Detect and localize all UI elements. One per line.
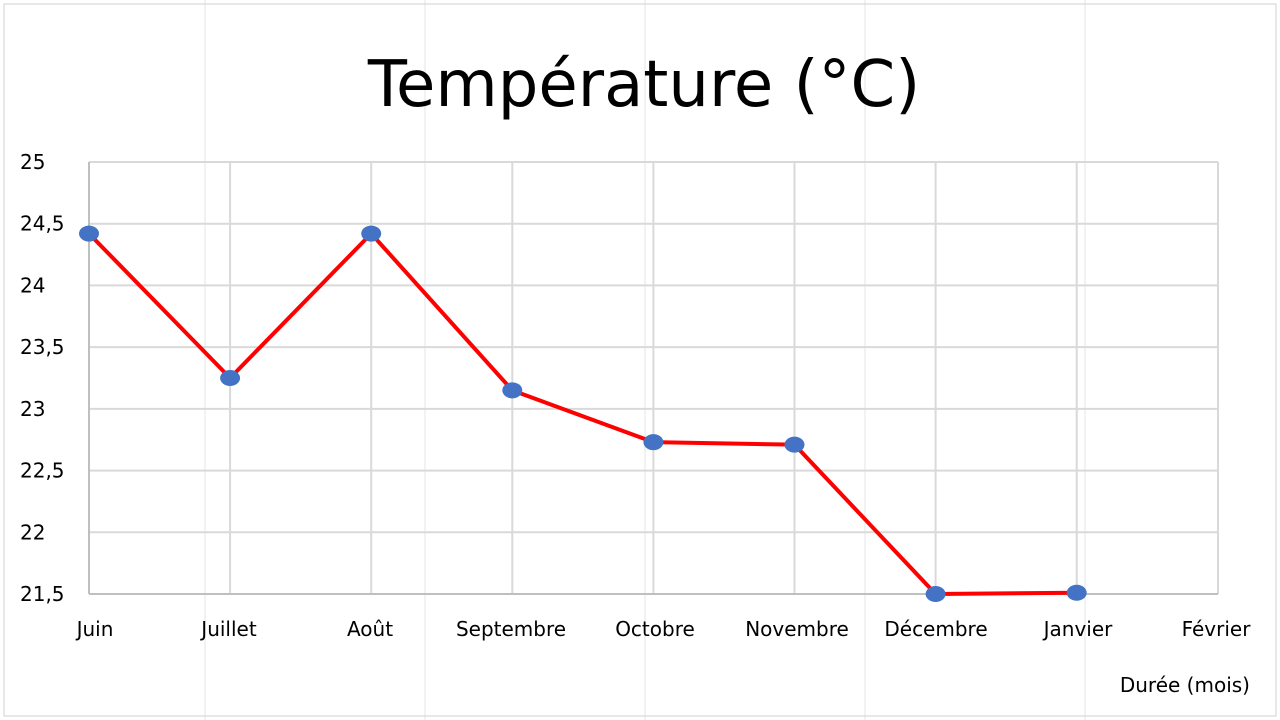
series-points-group (79, 225, 1087, 602)
x-tick-label: Octobre (615, 617, 695, 641)
data-point (220, 370, 241, 386)
plot-gridlines (89, 161, 1219, 594)
series-line-group (87, 231, 1077, 596)
y-tick-label: 23 (20, 397, 45, 421)
x-tick-label: Février (1182, 617, 1252, 641)
x-tick-label: Novembre (745, 617, 849, 641)
data-point (79, 225, 99, 242)
x-tick-label: Décembre (884, 617, 987, 641)
x-tick-label: Septembre (456, 617, 566, 641)
x-tick-label: Juillet (199, 617, 257, 641)
y-tick-label: 22,5 (20, 459, 65, 483)
data-point (925, 586, 946, 602)
data-point (643, 434, 664, 451)
y-tick-label: 24,5 (20, 212, 65, 236)
chart-title: Température (°C) (367, 48, 920, 122)
data-point (1066, 584, 1087, 601)
x-axis-label: Durée (mois) (1120, 673, 1250, 697)
series-line (87, 231, 1077, 596)
x-tick-label: Août (347, 617, 393, 641)
data-point (502, 382, 523, 399)
data-point (784, 436, 805, 453)
chart-frame (3, 3, 1277, 717)
y-tick-label: 24 (20, 273, 45, 297)
x-tick-label: Janvier (1042, 617, 1114, 641)
x-tick-label: Juin (75, 617, 114, 641)
y-tick-label: 21,5 (20, 582, 65, 606)
page-gridlines (204, 0, 1086, 720)
data-point (361, 225, 382, 242)
y-axis-tick-labels: 25 24,5 24 23,5 23 22,5 22 21,5 (20, 150, 65, 606)
y-tick-label: 22 (20, 520, 45, 544)
x-axis-tick-labels: Juin Juillet Août Septembre Octobre Novembre D… (75, 617, 1252, 641)
y-tick-label: 25 (20, 150, 45, 174)
y-tick-label: 23,5 (20, 335, 65, 359)
